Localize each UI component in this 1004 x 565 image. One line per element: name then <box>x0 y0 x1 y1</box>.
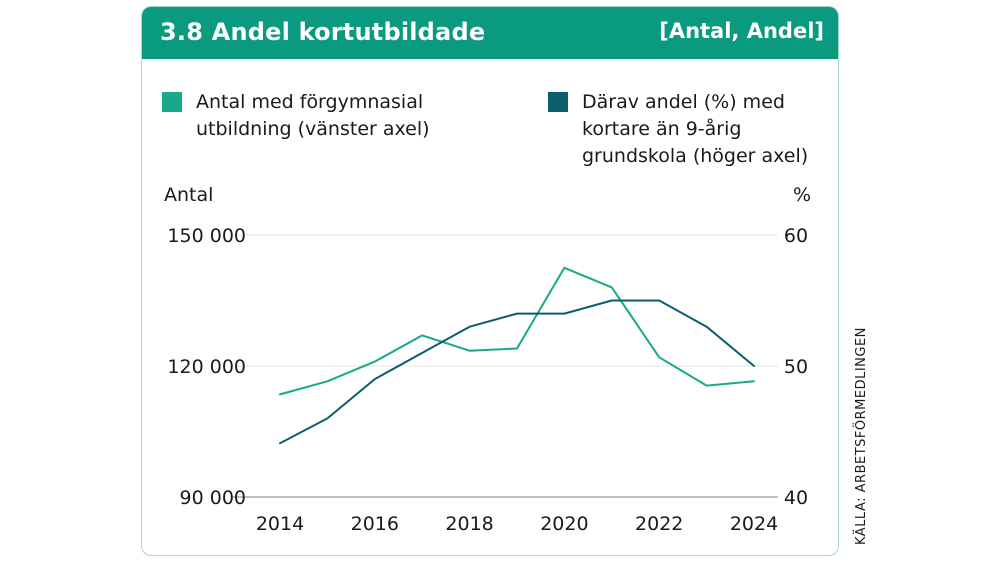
y-left-axis-title: Antal <box>164 184 213 206</box>
legend-label-series1: Antal med förgymnasial utbildning (vänst… <box>196 89 430 143</box>
y-right-tick-label: 40 <box>784 487 808 509</box>
chart-card: 3.8 Andel kortutbildade [Antal, Andel] A… <box>141 6 839 556</box>
legend-swatch-series2 <box>548 92 568 112</box>
legend-line: utbildning (vänster axel) <box>196 118 430 140</box>
chart-unit: [Antal, Andel] <box>659 19 824 43</box>
legend-line: Därav andel (%) med <box>582 91 785 113</box>
x-tick-label: 2014 <box>256 513 304 535</box>
legend-line: kortare än 9-årig <box>582 118 742 140</box>
x-tick-label: 2024 <box>730 513 778 535</box>
x-tick-label: 2020 <box>540 513 588 535</box>
x-tick-label: 2022 <box>635 513 683 535</box>
source-note: KÄLLA: ARBETSFÖRMEDLINGEN <box>854 327 869 545</box>
y-right-tick-label: 60 <box>784 225 808 247</box>
x-tick-label: 2016 <box>351 513 399 535</box>
y-left-tick-label: 150 000 <box>167 225 246 247</box>
chart-title: 3.8 Andel kortutbildade <box>160 18 486 46</box>
y-left-tick-label: 90 000 <box>180 487 246 509</box>
legend-line: Antal med förgymnasial <box>196 91 424 113</box>
legend-swatch-series1 <box>162 92 182 112</box>
x-tick-label: 2018 <box>445 513 493 535</box>
chart-header: 3.8 Andel kortutbildade [Antal, Andel] <box>142 7 838 59</box>
legend-label-series2: Därav andel (%) med kortare än 9-årig gr… <box>582 89 808 170</box>
y-right-axis-title: % <box>793 184 811 206</box>
y-left-tick-label: 120 000 <box>167 356 246 378</box>
y-right-tick-label: 50 <box>784 356 808 378</box>
series-line-1 <box>279 266 755 396</box>
legend-line: grundskola (höger axel) <box>582 145 809 167</box>
